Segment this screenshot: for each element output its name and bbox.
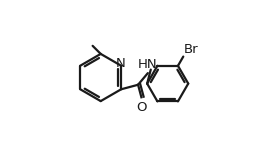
Text: HN: HN bbox=[137, 58, 157, 71]
Text: N: N bbox=[115, 57, 125, 70]
Text: Br: Br bbox=[184, 43, 199, 56]
Text: O: O bbox=[136, 101, 147, 114]
